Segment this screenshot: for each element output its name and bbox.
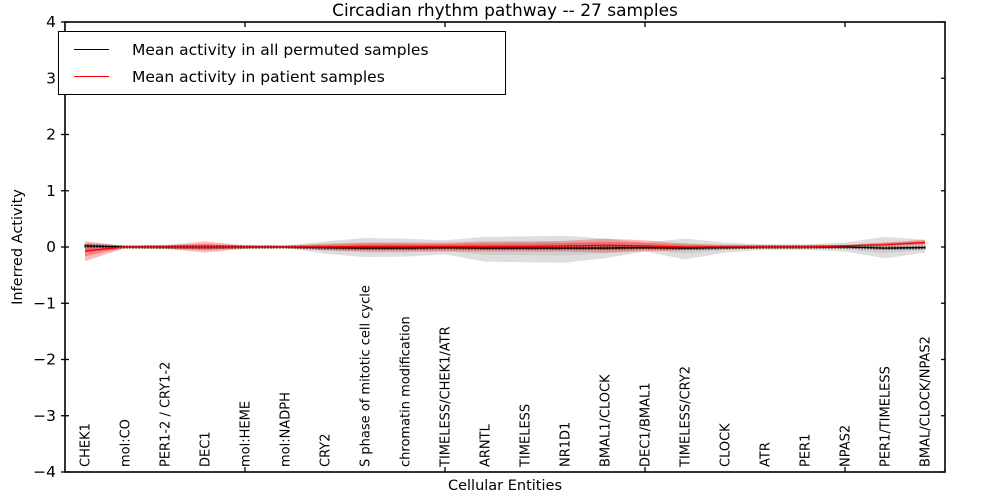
entity-label: PER1/TIMELESS [879,366,894,467]
patient-line-swatch [74,76,109,77]
entity-label: TIMELESS [519,404,534,468]
y-tick-label: 3 [46,69,56,87]
legend-item-patient: Mean activity in patient samples [59,64,505,90]
permuted-line-swatch [74,49,109,50]
entity-label: CHEK1 [79,423,94,467]
entity-label: CRY2 [319,434,334,468]
entity-label: CLOCK [719,423,734,467]
entity-label: DEC1/BMAL1 [639,383,654,468]
y-tick-label: −3 [33,407,56,425]
legend: Mean activity in all permuted samples Me… [58,31,506,95]
entity-label: TIMELESS/CRY2 [679,366,694,468]
entity-label: BMAL/CLOCK/NPAS2 [919,336,934,467]
entity-label: DEC1 [199,431,214,467]
entity-label: mol:CO [119,419,134,467]
entity-label: chromatin modification [399,316,414,467]
entity-label: TIMELESS/CHEK1/ATR [439,326,454,468]
y-tick-label: 0 [46,238,56,256]
y-tick-label: −1 [33,294,56,312]
band-patient-outer [85,238,925,262]
chart-title: Circadian rhythm pathway -- 27 samples [332,1,678,21]
entity-label: mol:HEME [239,401,254,467]
legend-label-patient: Mean activity in patient samples [132,67,385,86]
y-tick-label: 2 [46,126,56,144]
entity-label: BMAL1/CLOCK [599,374,614,467]
entity-label: PER1-2 / CRY1-2 [159,362,174,467]
entity-label: NPAS2 [839,425,854,467]
entity-label: NR1D1 [559,422,574,467]
entity-label: ATR [759,442,774,467]
y-tick-label: 1 [46,182,56,200]
x-axis-label: Cellular Entities [447,478,563,494]
y-tick-label: 4 [46,13,56,31]
line-patient-mean [84,241,926,252]
y-tick-label: −4 [33,463,56,481]
y-tick-label: −2 [33,351,56,369]
legend-item-permuted: Mean activity in all permuted samples [59,37,505,63]
y-axis-label: Inferred Activity [10,189,26,305]
entity-label: PER1 [799,434,814,467]
legend-label-permuted: Mean activity in all permuted samples [132,40,429,59]
entity-label: mol:NADPH [279,392,294,467]
entity-label: S phase of mitotic cell cycle [359,285,374,467]
entity-label: ARNTL [479,423,494,467]
